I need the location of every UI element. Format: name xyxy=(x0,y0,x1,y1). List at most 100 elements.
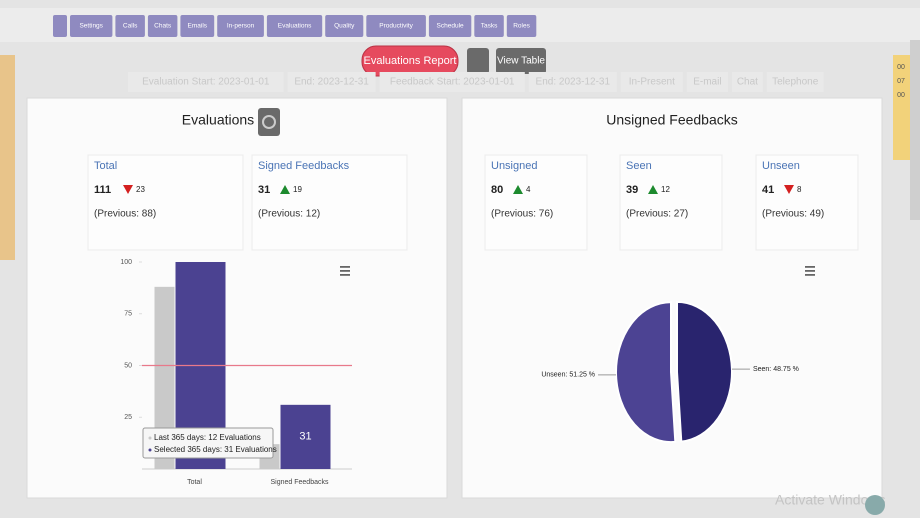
nav-button[interactable] xyxy=(115,15,145,37)
panel-title: Unsigned Feedbacks xyxy=(606,112,738,128)
stat-card xyxy=(755,154,859,251)
trend-arrow xyxy=(123,185,133,194)
y-tick-label: 100 xyxy=(120,259,132,266)
pie-slice xyxy=(615,301,677,444)
tooltip xyxy=(142,427,274,459)
nav-label: Settings xyxy=(79,23,103,30)
pie-slice xyxy=(675,300,733,443)
grid-button[interactable] xyxy=(467,48,489,74)
table-button[interactable] xyxy=(496,48,546,74)
card-label: Unsigned xyxy=(491,160,537,172)
card-previous: (Previous: 76) xyxy=(491,209,553,220)
stat-card xyxy=(251,154,408,251)
card-label: Total xyxy=(94,160,117,172)
nav-label: Quality xyxy=(334,23,355,30)
legend-dot xyxy=(148,436,152,440)
card-label: Unseen xyxy=(762,160,800,172)
trend-arrow xyxy=(513,185,523,194)
nav-button[interactable] xyxy=(325,15,364,37)
card-change: 19 xyxy=(293,185,302,194)
card-label: Signed Feedbacks xyxy=(258,160,350,172)
nav-label: Calls xyxy=(123,23,138,30)
filter-label: In-Present xyxy=(629,77,675,88)
stat-card xyxy=(619,154,723,251)
filter-label: Evaluation Start: 2023-01-01 xyxy=(142,77,270,88)
nav-button[interactable] xyxy=(147,15,178,37)
card-value: 41 xyxy=(762,184,774,196)
nav-button[interactable] xyxy=(266,15,323,37)
filter-chip[interactable] xyxy=(528,72,617,92)
nav-label: In-person xyxy=(227,23,255,30)
menu-icon[interactable] xyxy=(805,274,815,276)
table-button-label: View Table xyxy=(497,56,545,67)
filter-chip[interactable] xyxy=(287,72,376,92)
slice-label: Unseen: 51.25 % xyxy=(541,372,595,379)
filter-chip[interactable] xyxy=(379,72,525,92)
right-sidebar xyxy=(893,55,910,160)
nav-button[interactable] xyxy=(70,15,113,37)
nav-button[interactable] xyxy=(180,15,215,37)
card-label: Seen xyxy=(626,160,652,172)
nav-label: Tasks xyxy=(481,23,498,30)
tooltip-line: Last 365 days: 12 Evaluations xyxy=(154,433,261,442)
panel-title: Evaluations xyxy=(182,112,254,128)
bar xyxy=(154,286,175,469)
trend-arrow xyxy=(648,185,658,194)
bar xyxy=(280,404,331,469)
card-previous: (Previous: 27) xyxy=(626,209,688,220)
icon-glyph xyxy=(262,115,276,129)
filter-label: Feedback Start: 2023-01-01 xyxy=(390,77,515,88)
filter-chip[interactable] xyxy=(732,72,763,92)
y-tick-label: 75 xyxy=(124,311,132,318)
filter-label: End: 2023-12-31 xyxy=(294,77,369,88)
nav-button[interactable] xyxy=(506,15,537,37)
menu-icon[interactable] xyxy=(805,270,815,272)
filter-chip[interactable] xyxy=(686,72,728,92)
stat-card xyxy=(87,154,244,251)
filter-label: End: 2023-12-31 xyxy=(536,77,611,88)
trend-arrow xyxy=(280,185,290,194)
x-tick-label: Signed Feedbacks xyxy=(271,479,329,486)
nav-label: Productivity xyxy=(379,23,413,30)
scrollbar xyxy=(910,40,920,220)
tooltip-line: Selected 365 days: 31 Evaluations xyxy=(154,445,277,454)
menu-icon[interactable] xyxy=(340,266,350,268)
x-tick-label: Total xyxy=(187,479,202,486)
y-tick-label: 50 xyxy=(124,362,132,369)
settings-icon[interactable] xyxy=(258,108,280,136)
report-button-label: Evaluations Report xyxy=(364,55,457,67)
card-previous: (Previous: 12) xyxy=(258,209,320,220)
menu-icon[interactable] xyxy=(340,274,350,276)
nav-label: Schedule xyxy=(437,23,464,30)
home-button[interactable] xyxy=(53,15,67,37)
side-counter: 00 xyxy=(897,64,905,71)
filter-label: E-mail xyxy=(693,77,721,88)
legend-dot xyxy=(148,448,152,452)
card-change: 12 xyxy=(661,185,670,194)
menu-icon[interactable] xyxy=(805,266,815,268)
watermark: Activate Windows xyxy=(775,492,885,508)
card-value: 111 xyxy=(94,184,111,196)
filter-chip[interactable] xyxy=(766,72,824,92)
card-change: 8 xyxy=(797,185,802,194)
card-change: 23 xyxy=(136,185,145,194)
nav-button[interactable] xyxy=(366,15,426,37)
left-sidebar xyxy=(0,55,15,260)
data-label: 31 xyxy=(299,431,311,443)
card-previous: (Previous: 49) xyxy=(762,209,824,220)
card-value: 80 xyxy=(491,184,503,196)
trend-arrow xyxy=(784,185,794,194)
filter-chip[interactable] xyxy=(620,72,683,92)
menu-icon[interactable] xyxy=(340,270,350,272)
nav-label: Roles xyxy=(513,23,530,30)
nav-label: Chats xyxy=(154,23,172,30)
nav-button[interactable] xyxy=(428,15,472,37)
assistant-icon[interactable] xyxy=(865,495,885,515)
card-change: 4 xyxy=(526,185,531,194)
nav-button[interactable] xyxy=(217,15,264,37)
nav-button[interactable] xyxy=(474,15,504,37)
slice-label: Seen: 48.75 % xyxy=(753,366,799,373)
filter-chip[interactable] xyxy=(128,72,284,92)
filter-label: Telephone xyxy=(772,77,819,88)
